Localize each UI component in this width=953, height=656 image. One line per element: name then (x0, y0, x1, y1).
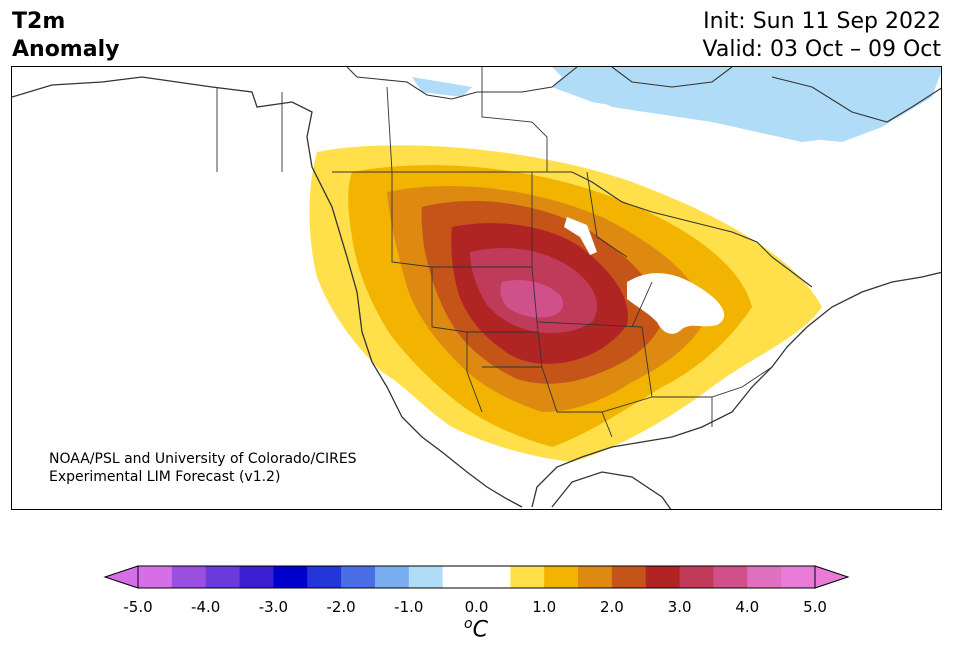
colorbar-extend-max (814, 565, 850, 589)
coastline (12, 76, 941, 509)
colorbar-tick-label: 2.0 (599, 598, 624, 616)
colorbar-segment (713, 566, 748, 588)
unit-degree: o (464, 616, 473, 632)
colorbar-segment (408, 566, 444, 588)
colorbar-segment (476, 566, 511, 588)
colorbar-outline (137, 565, 816, 589)
colorbar-segment (747, 566, 782, 588)
colorbar-tick-label: -4.0 (191, 598, 221, 616)
warm-contour-7 (500, 280, 564, 318)
colorbar-segment (679, 566, 714, 588)
colorbar-svg (103, 565, 850, 589)
colorbar-segment (239, 566, 274, 588)
unit-celsius: C (472, 617, 488, 643)
unit-label: oC (464, 616, 488, 642)
colorbar-segment (544, 566, 579, 588)
colorbar-segment (273, 566, 308, 588)
colorbar-tick-label: 4.0 (735, 598, 760, 616)
chart-title: T2m Anomaly (12, 8, 119, 64)
cold-anomaly-northeast (552, 67, 941, 142)
colorbar-segment (578, 566, 613, 588)
colorbar-segment (510, 566, 545, 588)
colorbar-segment (138, 566, 173, 588)
great-lakes (627, 273, 725, 334)
country-border-us-canada (332, 171, 813, 288)
arctic-islands (346, 67, 941, 123)
credit-line-1: NOAA/PSL and University of Colorado/CIRE… (49, 451, 357, 467)
colorbar-segment (374, 566, 410, 588)
colorbar-tick-label: 0.0 (464, 598, 489, 616)
colorbar-tick-label: 3.0 (667, 598, 692, 616)
colorbar-tick-label: -2.0 (326, 598, 356, 616)
province-borders (216, 67, 548, 173)
title-line-2: Anomaly (12, 37, 120, 62)
colorbar-segment (171, 566, 207, 588)
colorbar-tick-label: 1.0 (532, 598, 557, 616)
colorbar-tick-label: -3.0 (258, 598, 289, 616)
forecast-dates: Init: Sun 11 Sep 2022 Valid: 03 Oct – 09… (703, 8, 941, 64)
valid-range: Valid: 03 Oct – 09 Oct (702, 37, 941, 62)
colorbar-tick-label: -5.0 (123, 598, 153, 616)
colorbar-segment (611, 566, 647, 588)
colorbar (0, 560, 953, 600)
colorbar-segment (307, 566, 342, 588)
credit-line-2: Experimental LIM Forecast (v1.2) (49, 469, 281, 485)
colorbar-segment (205, 566, 241, 588)
anomaly-map (11, 66, 942, 510)
title-line-1: T2m (12, 9, 66, 34)
state-borders (391, 171, 773, 438)
colorbar-segment (645, 566, 681, 588)
colorbar-segment (781, 566, 816, 588)
data-credit: NOAA/PSL and University of Colorado/CIRE… (49, 450, 357, 486)
map-svg (12, 67, 941, 509)
colorbar-tick-label: 5.0 (803, 598, 827, 616)
lake-winnipeg (564, 217, 597, 255)
colorbar-segment (442, 566, 477, 588)
colorbar-extend-min (103, 565, 139, 589)
init-date: Init: Sun 11 Sep 2022 (703, 9, 941, 34)
colorbar-segment (341, 566, 376, 588)
colorbar-tick-label: -1.0 (394, 598, 424, 616)
